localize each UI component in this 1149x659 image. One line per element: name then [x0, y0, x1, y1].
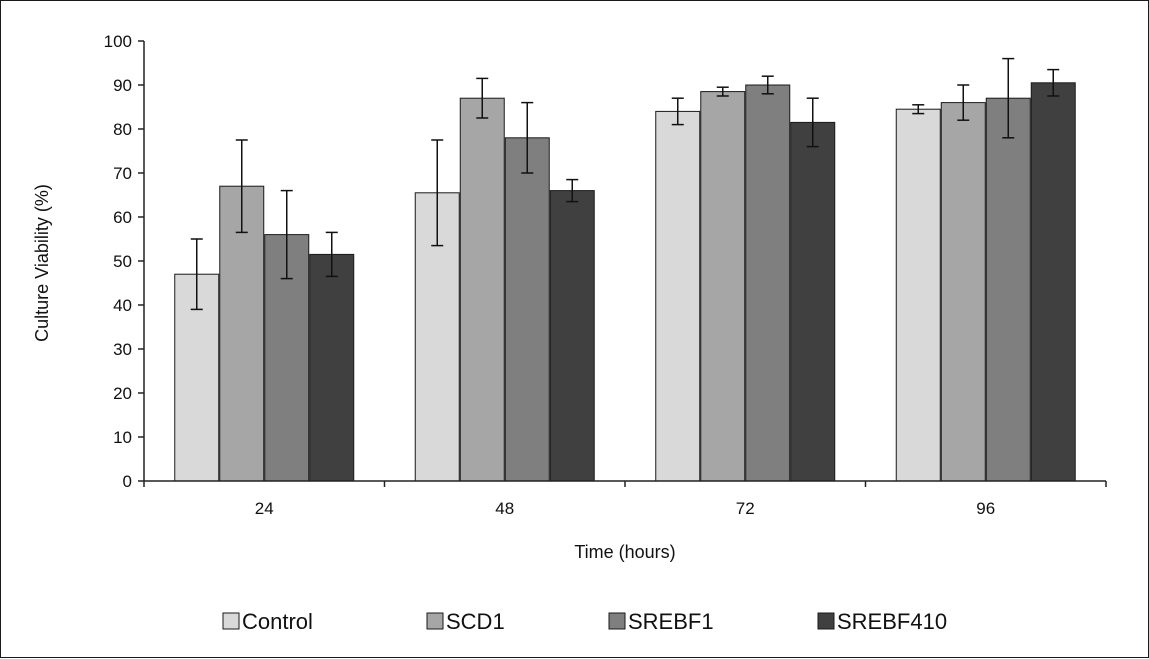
bars-layer	[174, 82, 1076, 482]
y-tick-label: 90	[113, 76, 132, 95]
bar-srebf410-48	[549, 190, 595, 482]
y-ticks: 0 10 20 30 40 50 60 70 80 90 100	[104, 32, 144, 491]
bar-srebf1-72	[745, 84, 791, 482]
legend: Control SCD1 SREBF1 SREBF410	[222, 609, 947, 634]
bar-scd1-24	[219, 185, 265, 482]
legend-label-control: Control	[242, 609, 313, 634]
x-tick-label: 24	[255, 499, 274, 518]
y-tick-label: 60	[113, 208, 132, 227]
x-tick-label: 96	[976, 499, 995, 518]
y-tick-label: 0	[123, 472, 132, 491]
legend-label-scd1: SCD1	[446, 609, 505, 634]
bar-srebf1-96	[985, 97, 1031, 482]
bar-control-72	[655, 110, 701, 482]
x-tick-label: 48	[495, 499, 514, 518]
bar-srebf410-96	[1030, 82, 1076, 482]
y-tick-label: 70	[113, 164, 132, 183]
bar-control-96	[895, 108, 941, 482]
legend-swatch-control	[222, 612, 240, 630]
x-ticks: 24 48 72 96	[143, 481, 1107, 518]
bar-scd1-48	[459, 97, 505, 482]
y-axis-title: Culture Viability (%)	[32, 184, 52, 342]
bar-srebf410-72	[790, 121, 836, 482]
y-tick-label: 50	[113, 252, 132, 271]
y-tick-label: 100	[104, 32, 132, 51]
legend-label-srebf410: SREBF410	[837, 609, 947, 634]
y-tick-label: 30	[113, 340, 132, 359]
legend-swatch-srebf1	[608, 612, 626, 630]
bar-scd1-72	[700, 91, 746, 482]
y-tick-label: 80	[113, 120, 132, 139]
legend-swatch-scd1	[426, 612, 444, 630]
bar-scd1-96	[940, 102, 986, 482]
x-tick-label: 72	[736, 499, 755, 518]
y-tick-label: 20	[113, 384, 132, 403]
error-bars-layer	[190, 57, 1060, 311]
bar-srebf1-48	[504, 137, 550, 482]
y-tick-label: 40	[113, 296, 132, 315]
legend-label-srebf1: SREBF1	[628, 609, 714, 634]
x-axis-title: Time (hours)	[574, 542, 675, 562]
y-tick-label: 10	[113, 428, 132, 447]
bar-srebf410-24	[309, 253, 355, 482]
legend-swatch-srebf410	[817, 612, 835, 630]
